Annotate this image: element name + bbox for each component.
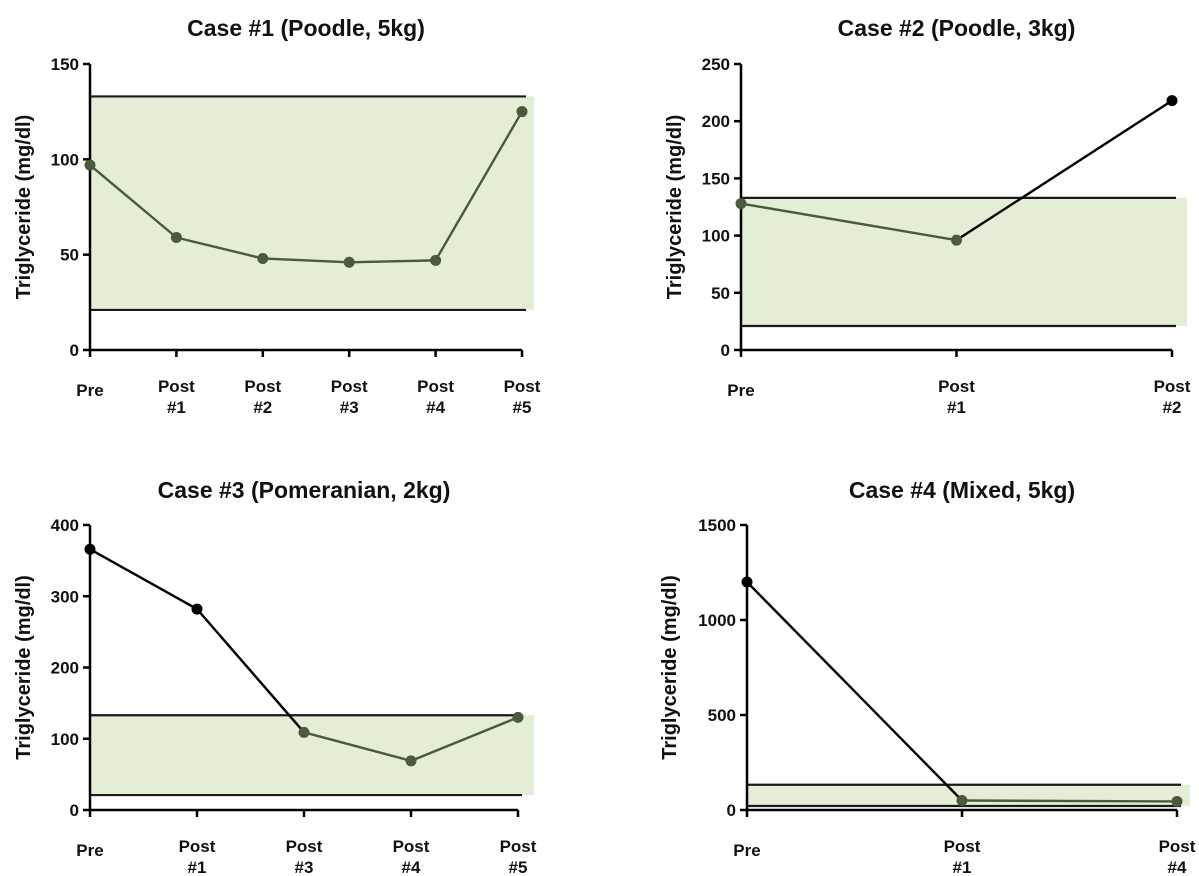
chart-1: 0 50 100 150 Pre Post #1 Post #2 Post #3 Post #4 Post… [13,15,541,417]
y-tick-label: 500 [708,706,736,725]
reference-range-band [741,197,1187,326]
chart-title: Case #4 (Mixed, 5kg) [849,477,1075,503]
x-tick-label: #2 [1163,398,1182,417]
y-tick-label: 200 [51,659,79,678]
series-segment [196,608,305,734]
y-tick-label: 200 [702,112,730,131]
data-point [512,711,524,723]
x-tick-label: Pre [733,841,760,860]
x-tick-label: #1 [167,398,186,417]
data-point [1171,795,1183,807]
chart-2: 0 50 100 150 200 250 Pre Post #1 Post #2 Case #2 (P… [664,15,1191,417]
x-tick-label: #3 [295,858,314,876]
x-tick-label: Post [938,377,975,396]
x-tick-label: #5 [509,858,528,876]
data-point [956,795,968,806]
series-segment [434,111,524,261]
y-tick-label: 1500 [698,516,736,535]
x-tick-label: Post [244,377,281,396]
series-segment [740,202,957,242]
y-tick-label: 400 [51,516,79,535]
y-tick-label: 50 [711,284,730,303]
chart-4: 0 500 1000 1500 Pre Post #1 Post #4 Case #4 (Mixe… [659,477,1196,876]
data-point [735,198,747,210]
y-tick-label: 300 [51,587,79,606]
data-point [257,252,269,264]
x-tick-label: Post [944,837,981,856]
series-segment [89,164,178,239]
reference-range-band [747,784,1190,807]
chart-3: 0 100 200 300 400 Pre Post #1 Post #3 Post #4 Post #5… [13,477,537,876]
x-tick-label: Post [1154,377,1191,396]
series-segment [176,236,264,260]
data-point [430,254,442,266]
data-point [84,543,96,555]
y-tick-label: 100 [51,730,79,749]
data-point [405,755,417,767]
y-tick-label: 250 [702,55,730,74]
x-tick-label: Post [417,377,454,396]
data-point [191,603,203,615]
y-tick-label: 50 [60,246,79,265]
x-tick-label: #1 [188,858,207,876]
data-point [84,159,96,171]
series-segment [349,259,436,264]
data-point [516,106,528,118]
series-segment [410,716,519,762]
y-axis-label: Triglyceride (mg/dl) [659,575,681,759]
series-segment [746,581,963,802]
reference-range-band [90,715,534,796]
y-axis-label: Triglyceride (mg/dl) [664,115,686,299]
series-segment [955,99,1173,242]
data-point [951,234,962,246]
x-tick-label: #4 [426,398,445,417]
data-point [298,726,310,738]
y-axis-label: Triglyceride (mg/dl) [13,115,35,299]
y-tick-label: 100 [702,227,730,246]
x-tick-label: Pre [727,381,754,400]
y-tick-label: 0 [70,801,79,820]
x-tick-label: Pre [76,841,103,860]
chart-title: Case #2 (Poodle, 3kg) [838,15,1076,41]
data-point [170,232,182,244]
x-tick-label: Post [331,377,368,396]
y-tick-label: 0 [721,341,730,360]
x-tick-label: Post [393,837,430,856]
x-tick-label: Post [1159,837,1196,856]
x-tick-label: #4 [402,858,421,876]
data-point [343,256,355,268]
x-tick-label: #1 [947,398,966,417]
x-tick-label: Pre [76,381,103,400]
x-tick-label: #4 [1168,858,1187,876]
y-tick-label: 0 [70,341,79,360]
x-tick-label: #1 [953,858,972,876]
series-segment [961,799,1178,803]
x-tick-label: Post [286,837,323,856]
y-tick-label: 1000 [698,611,736,630]
x-tick-label: Post [179,837,216,856]
x-tick-label: #5 [513,398,532,417]
series-segment [89,548,198,611]
data-point [1166,95,1178,107]
y-axis-label: Triglyceride (mg/dl) [13,575,35,759]
series-segment [262,257,350,264]
reference-range-band [90,96,534,310]
x-tick-label: Post [500,837,537,856]
x-tick-label: #2 [253,398,272,417]
x-tick-label: #3 [340,398,359,417]
series-segment [303,731,412,762]
data-point [741,576,753,588]
x-tick-label: Post [158,377,195,396]
y-tick-label: 0 [727,801,736,820]
chart-title: Case #3 (Pomeranian, 2kg) [158,477,451,503]
x-tick-label: Post [504,377,541,396]
chart-title: Case #1 (Poodle, 5kg) [187,15,425,41]
y-tick-label: 150 [51,55,79,74]
y-tick-label: 150 [702,169,730,188]
y-tick-label: 100 [51,150,79,169]
